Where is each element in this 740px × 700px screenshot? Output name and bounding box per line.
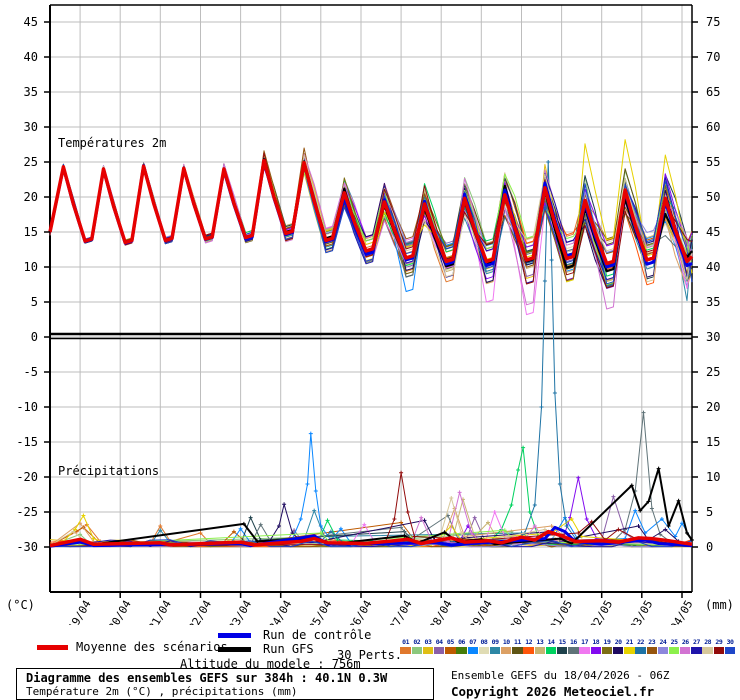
svg-text:15: 15 [24,225,38,239]
perturbation-color-key: 01 02 03 04 05 06 07 08 09 10 11 12 13 14 15 16 17 18 19 20… [400,639,736,654]
gfs-line-swatch [218,647,251,652]
pert-28: 28 [702,639,713,654]
svg-text:15: 15 [706,435,720,449]
temperature-panel-label: Températures 2m [58,136,167,150]
svg-text:0: 0 [31,330,38,344]
pert-30: 30 [724,639,736,654]
svg-text:-15: -15 [16,435,38,449]
pert-23: 23 [646,639,657,654]
svg-text:-10: -10 [16,400,38,414]
svg-text:02/05: 02/05 [587,598,615,625]
pert-01: 01 [400,639,411,654]
svg-text:01/05: 01/05 [547,598,575,625]
precipitation-panel-label: Précipitations [58,464,160,478]
svg-text:30: 30 [706,330,720,344]
pert-27: 27 [691,639,702,654]
svg-text:55: 55 [706,155,720,169]
legend-mean-label: Moyenne des scénarios [76,640,228,654]
pert-09: 09 [489,639,501,654]
svg-text:25/04: 25/04 [307,598,335,625]
legend-control-label: Run de contrôle [263,628,372,642]
pert-19: 19 [601,639,613,654]
legend: Moyenne des scénarios Run de contrôle Ru… [0,626,740,671]
svg-text:22/04: 22/04 [186,598,214,625]
diagram-title: Diagramme des ensembles GEFS sur 384h : … [26,671,388,685]
pert-07: 07 [467,639,478,654]
pert-06: 06 [456,639,467,654]
svg-text:35: 35 [24,85,38,99]
pert-12: 12 [523,639,534,654]
svg-text:50: 50 [706,190,720,204]
altitude-label: Altitude du modele : 756m [180,657,361,671]
legend-perts-label: 30 Perts. [337,648,403,662]
right-axis-unit: (mm) [705,598,734,612]
svg-text:25: 25 [706,365,720,379]
pert-13: 13 [534,639,546,654]
legend-gfs-label: Run GFS [263,642,314,656]
svg-text:75: 75 [706,15,720,29]
svg-text:25: 25 [24,155,38,169]
pert-02: 02 [411,639,422,654]
svg-text:29/04: 29/04 [467,598,495,625]
svg-text:19/04: 19/04 [66,598,94,625]
pert-05: 05 [445,639,456,654]
svg-text:40: 40 [24,50,38,64]
pert-17: 17 [579,639,590,654]
svg-text:03/05: 03/05 [628,598,656,625]
mean-line-swatch [37,645,68,650]
svg-text:40: 40 [706,260,720,274]
svg-text:0: 0 [706,540,713,554]
control-line-swatch [218,633,251,638]
svg-text:-5: -5 [24,365,38,379]
ensemble-chart: 45 40 35 30 25 20 15 10 5 0 -5 -10 -15 -20 -25 -30 75 70 6… [16,4,720,633]
svg-text:30/04: 30/04 [507,598,535,625]
pert-21: 21 [624,639,635,654]
pert-08: 08 [478,639,490,654]
svg-text:-25: -25 [16,505,38,519]
pert-24: 24 [657,639,669,654]
pert-15: 15 [557,639,568,654]
svg-text:35: 35 [706,295,720,309]
pert-29: 29 [713,639,725,654]
pert-03: 03 [422,639,434,654]
svg-text:10: 10 [24,260,38,274]
pert-25: 25 [668,639,680,654]
svg-text:30: 30 [24,120,38,134]
svg-text:60: 60 [706,120,720,134]
svg-text:28/04: 28/04 [427,598,455,625]
svg-text:45: 45 [24,15,38,29]
svg-text:-30: -30 [16,540,38,554]
svg-text:21/04: 21/04 [146,598,174,625]
pert-26: 26 [680,639,691,654]
svg-text:5: 5 [31,295,38,309]
svg-text:-20: -20 [16,470,38,484]
pert-20: 20 [612,639,624,654]
svg-text:20/04: 20/04 [106,598,134,625]
pert-04: 04 [433,639,445,654]
svg-text:5: 5 [706,505,713,519]
svg-text:45: 45 [706,225,720,239]
pert-14: 14 [545,639,557,654]
svg-text:10: 10 [706,470,720,484]
svg-text:27/04: 27/04 [387,598,415,625]
diagram-subtitle: Température 2m (°C) , précipitations (mm… [26,685,298,698]
svg-text:20: 20 [706,400,720,414]
left-axis-unit: (°C) [6,598,35,612]
run-info: Ensemble GEFS du 18/04/2026 - 06Z [451,669,670,682]
svg-text:70: 70 [706,50,720,64]
pert-11: 11 [512,639,523,654]
svg-text:24/04: 24/04 [266,598,294,625]
pert-18: 18 [590,639,601,654]
copyright: Copyright 2026 Meteociel.fr [451,684,655,699]
svg-text:23/04: 23/04 [226,598,254,625]
svg-text:65: 65 [706,85,720,99]
info-box: Diagramme des ensembles GEFS sur 384h : … [16,668,434,700]
pert-22: 22 [635,639,646,654]
pert-16: 16 [568,639,579,654]
pert-10: 10 [501,639,512,654]
svg-text:04/05: 04/05 [668,598,696,625]
svg-text:26/04: 26/04 [347,598,375,625]
svg-text:20: 20 [24,190,38,204]
